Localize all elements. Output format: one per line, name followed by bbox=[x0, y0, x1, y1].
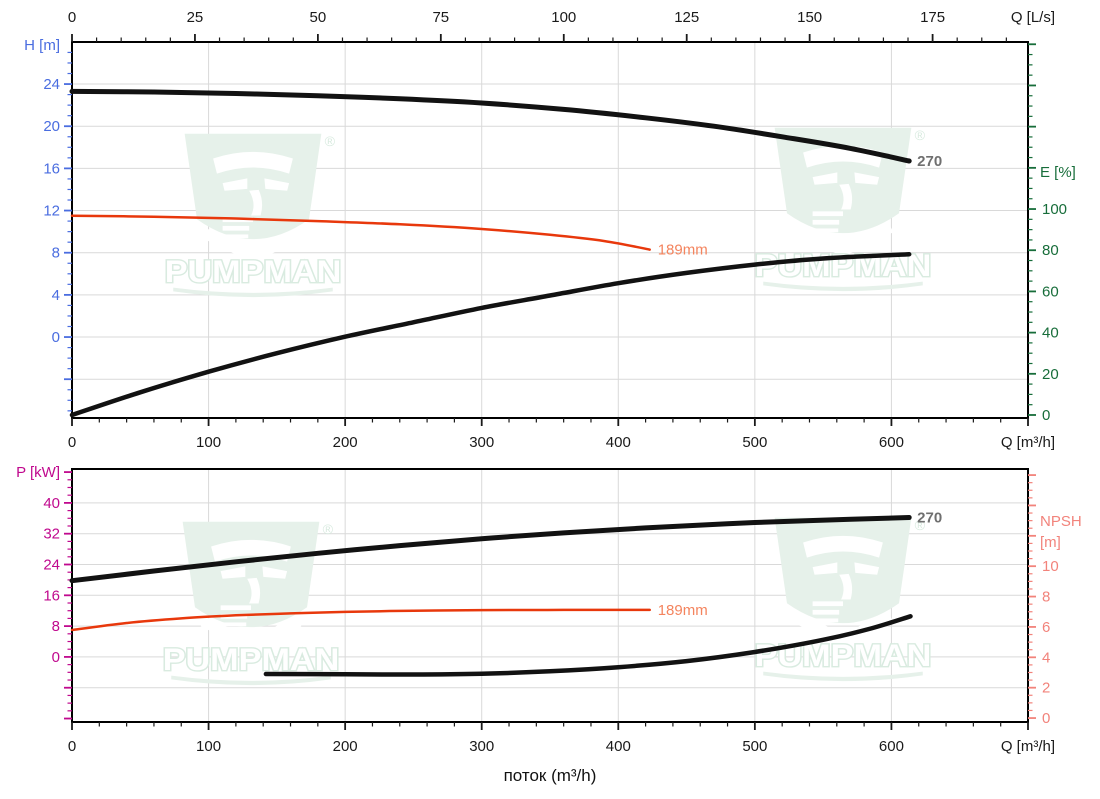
axis-title: [m] bbox=[1040, 534, 1061, 551]
tick-label: 25 bbox=[187, 9, 204, 26]
tick-label: 0 bbox=[68, 9, 76, 26]
pumpman-watermark bbox=[161, 520, 341, 687]
tick-label: 0 bbox=[52, 649, 60, 666]
tick-label: 150 bbox=[797, 9, 822, 26]
tick-label: 60 bbox=[1042, 283, 1059, 300]
series-label: 189mm bbox=[658, 602, 708, 619]
axis-title: E [%] bbox=[1040, 164, 1076, 181]
tick-label: 100 bbox=[551, 9, 576, 26]
series-label: 270 bbox=[917, 153, 942, 170]
series-label: 270 bbox=[917, 510, 942, 527]
axis-title: P [kW] bbox=[16, 464, 60, 481]
pumpman-watermark bbox=[163, 132, 343, 299]
tick-label: 20 bbox=[1042, 366, 1059, 383]
series-label: 189mm bbox=[658, 242, 708, 259]
head-efficiency-chart: 0 100 200 300 400 500 600 Q [m³/h]0 25 50 75 100 125… bbox=[24, 9, 1076, 451]
tick-label: 400 bbox=[606, 434, 631, 451]
tick-label: 200 bbox=[333, 434, 358, 451]
power-curve-189mm bbox=[70, 608, 651, 632]
tick-label: 24 bbox=[43, 76, 60, 93]
axis-title: Q [m³/h] bbox=[1001, 738, 1055, 755]
head-curve-270 bbox=[69, 88, 912, 164]
tick-label: 600 bbox=[879, 738, 904, 755]
tick-label: 0 bbox=[68, 738, 76, 755]
tick-label: 500 bbox=[742, 738, 767, 755]
tick-label: 16 bbox=[43, 160, 60, 177]
tick-label: 40 bbox=[43, 495, 60, 512]
axis-title: Q [m³/h] bbox=[1001, 434, 1055, 451]
tick-label: 16 bbox=[43, 587, 60, 604]
axis-efficiency: 0 20 40 60 80 100 E [%] bbox=[1028, 43, 1076, 424]
axis-q-m3h: 0 100 200 300 400 500 600 Q [m³/h] bbox=[68, 418, 1055, 451]
axis-title: Q [L/s] bbox=[1011, 9, 1055, 26]
axis-head: 0 4 8 12 16 20 24 H [m] bbox=[24, 37, 72, 412]
tick-label: 0 bbox=[1042, 710, 1050, 727]
efficiency-curve bbox=[69, 252, 912, 418]
tick-label: 8 bbox=[52, 618, 60, 635]
tick-label: 175 bbox=[920, 9, 945, 26]
tick-label: 4 bbox=[1042, 649, 1050, 666]
tick-label: 0 bbox=[68, 434, 76, 451]
tick-label: 300 bbox=[469, 738, 494, 755]
tick-label: 24 bbox=[43, 557, 60, 574]
axis-q-ls: 0 25 50 75 100 125 150 175 Q [L/s] bbox=[68, 9, 1055, 42]
tick-label: 32 bbox=[43, 526, 60, 543]
tick-label: 600 bbox=[879, 434, 904, 451]
axis-q-m3h: 0 100 200 300 400 500 600 Q [m³/h] bbox=[68, 722, 1055, 755]
tick-label: 10 bbox=[1042, 558, 1059, 575]
tick-label: 8 bbox=[52, 245, 60, 262]
power-curve-270 bbox=[69, 515, 912, 584]
tick-label: 50 bbox=[310, 9, 327, 26]
axis-power: 0 8 16 24 32 40 P [kW] bbox=[16, 464, 72, 720]
tick-label: 100 bbox=[196, 738, 221, 755]
head-curve-189mm bbox=[70, 214, 651, 251]
tick-label: 500 bbox=[742, 434, 767, 451]
tick-label: 200 bbox=[333, 738, 358, 755]
axis-npsh: 0 2 4 6 8 10 NPSH [m] bbox=[1028, 474, 1082, 727]
tick-label: 4 bbox=[52, 287, 60, 304]
tick-label: 2 bbox=[1042, 680, 1050, 697]
axis-title: H [m] bbox=[24, 37, 60, 54]
tick-label: 0 bbox=[1042, 407, 1050, 424]
tick-label: 0 bbox=[52, 329, 60, 346]
tick-label: 100 bbox=[1042, 201, 1067, 218]
npsh-curve bbox=[263, 614, 913, 677]
tick-label: 80 bbox=[1042, 242, 1059, 259]
tick-label: 20 bbox=[43, 118, 60, 135]
axis-title: NPSH bbox=[1040, 513, 1082, 530]
pumpman-watermark bbox=[753, 516, 933, 683]
tick-label: 400 bbox=[606, 738, 631, 755]
pumpman-watermark bbox=[753, 126, 933, 293]
tick-label: 100 bbox=[196, 434, 221, 451]
tick-label: 40 bbox=[1042, 325, 1059, 342]
tick-label: 12 bbox=[43, 203, 60, 220]
tick-label: 8 bbox=[1042, 589, 1050, 606]
x-axis-caption: поток (m³/h) bbox=[503, 766, 597, 785]
tick-label: 75 bbox=[432, 9, 449, 26]
tick-label: 6 bbox=[1042, 619, 1050, 636]
tick-label: 300 bbox=[469, 434, 494, 451]
tick-label: 125 bbox=[674, 9, 699, 26]
